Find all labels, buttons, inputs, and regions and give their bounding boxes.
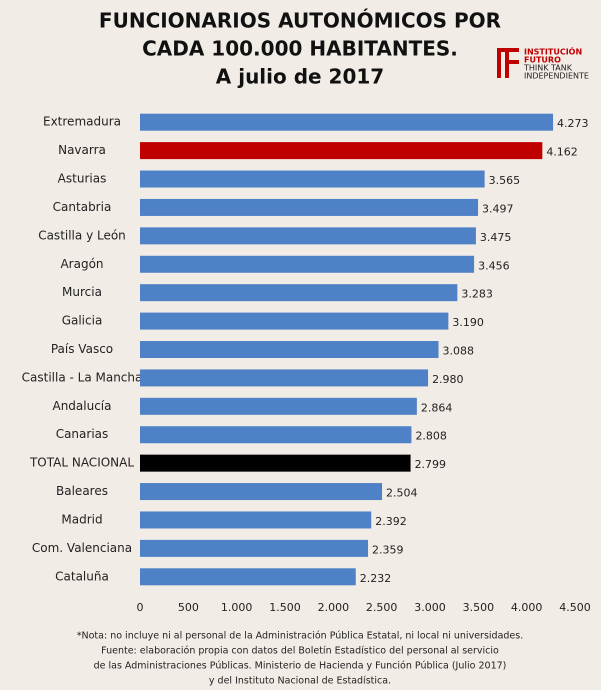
y-tick-label: Castilla - La Mancha [22, 370, 143, 384]
bar [140, 255, 475, 273]
x-tick-label: 1.500 [269, 601, 301, 614]
value-label: 3.190 [452, 316, 484, 329]
bar [140, 142, 543, 160]
bar [140, 369, 429, 387]
y-tick-label: País Vasco [51, 342, 113, 356]
value-label: 3.497 [482, 202, 514, 215]
value-label: 3.088 [443, 345, 475, 358]
value-label: 3.283 [461, 288, 493, 301]
x-tick-label: 0 [137, 601, 144, 614]
bar [140, 454, 411, 472]
value-label: 2.392 [375, 515, 407, 528]
bar [140, 227, 476, 245]
value-label: 2.864 [421, 401, 453, 414]
value-label: 2.232 [360, 572, 392, 585]
y-tick-label: Canarias [56, 427, 109, 441]
y-tick-label: Galicia [62, 314, 103, 328]
value-label: 2.980 [432, 373, 464, 386]
logo: INSTITUCIÓN FUTURO THINK TANK INDEPENDIE… [497, 46, 589, 81]
logo-text: INSTITUCIÓN [524, 46, 582, 57]
chart-title: A julio de 2017 [216, 65, 384, 89]
logo-mark [497, 48, 519, 52]
logo-text: INDEPENDIENTE [524, 72, 589, 81]
logo-text: THINK TANK [523, 64, 573, 73]
footnote: de las Administraciones Públicas. Minist… [94, 661, 507, 672]
bar [140, 170, 485, 188]
chart-title: CADA 100.000 HABITANTES. [142, 37, 458, 61]
footnote: Fuente: elaboración propia con datos del… [101, 646, 499, 657]
value-label: 3.475 [480, 231, 512, 244]
bar [140, 312, 449, 330]
bar [140, 511, 372, 529]
value-label: 4.162 [546, 146, 578, 159]
y-tick-label: Andalucía [52, 399, 111, 413]
y-tick-label: Aragón [60, 257, 103, 271]
x-tick-label: 1.000 [221, 601, 253, 614]
footnote: *Nota: no incluye ni al personal de la A… [77, 631, 523, 642]
value-label: 4.273 [557, 117, 589, 130]
y-tick-label: TOTAL NACIONAL [29, 456, 134, 470]
y-tick-label: Cantabria [53, 200, 112, 214]
y-tick-label: Murcia [62, 285, 102, 299]
logo-mark [497, 48, 501, 78]
x-tick-label: 4.000 [511, 601, 543, 614]
y-tick-label: Navarra [58, 143, 106, 157]
y-tick-label: Madrid [61, 512, 102, 526]
value-label: 3.456 [478, 259, 510, 272]
value-label: 2.359 [372, 543, 404, 556]
value-label: 2.808 [415, 430, 447, 443]
x-tick-label: 2.500 [366, 601, 398, 614]
value-label: 2.504 [386, 487, 418, 500]
x-tick-label: 500 [178, 601, 199, 614]
y-tick-label: Extremadura [43, 115, 121, 129]
y-tick-label: Cataluña [55, 569, 109, 583]
bar [140, 568, 356, 586]
chart-title: FUNCIONARIOS AUTONÓMICOS POR [99, 9, 501, 33]
y-tick-label: Asturias [58, 172, 107, 186]
bar [140, 483, 383, 501]
logo-text: FUTURO [524, 56, 561, 65]
x-tick-label: 4.500 [559, 601, 591, 614]
y-tick-label: Castilla y León [38, 228, 126, 242]
value-label: 2.799 [415, 458, 447, 471]
y-tick-label: Baleares [56, 484, 108, 498]
bar [140, 397, 417, 415]
x-tick-label: 3.500 [463, 601, 495, 614]
value-label: 3.565 [489, 174, 521, 187]
bar [140, 341, 439, 358]
footnote: y del Instituto Nacional de Estadística. [209, 676, 391, 687]
bar [140, 113, 554, 131]
bar [140, 539, 369, 557]
y-tick-label: Com. Valenciana [32, 541, 132, 555]
x-tick-label: 3.000 [414, 601, 446, 614]
bar [140, 426, 412, 444]
bar [140, 198, 479, 216]
bar [140, 284, 458, 302]
x-tick-label: 2.000 [318, 601, 350, 614]
logo-mark [505, 60, 519, 64]
